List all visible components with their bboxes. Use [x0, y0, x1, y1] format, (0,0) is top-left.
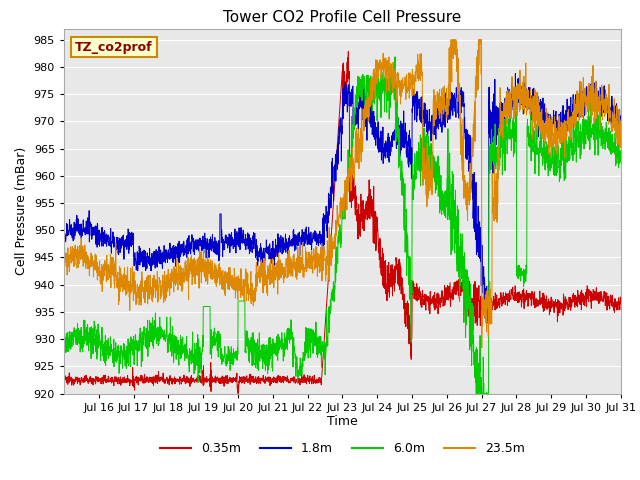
Text: TZ_co2prof: TZ_co2prof: [75, 41, 153, 54]
Y-axis label: Cell Pressure (mBar): Cell Pressure (mBar): [15, 147, 28, 276]
X-axis label: Time: Time: [327, 415, 358, 429]
Title: Tower CO2 Profile Cell Pressure: Tower CO2 Profile Cell Pressure: [223, 10, 461, 25]
Legend: 0.35m, 1.8m, 6.0m, 23.5m: 0.35m, 1.8m, 6.0m, 23.5m: [155, 437, 530, 460]
